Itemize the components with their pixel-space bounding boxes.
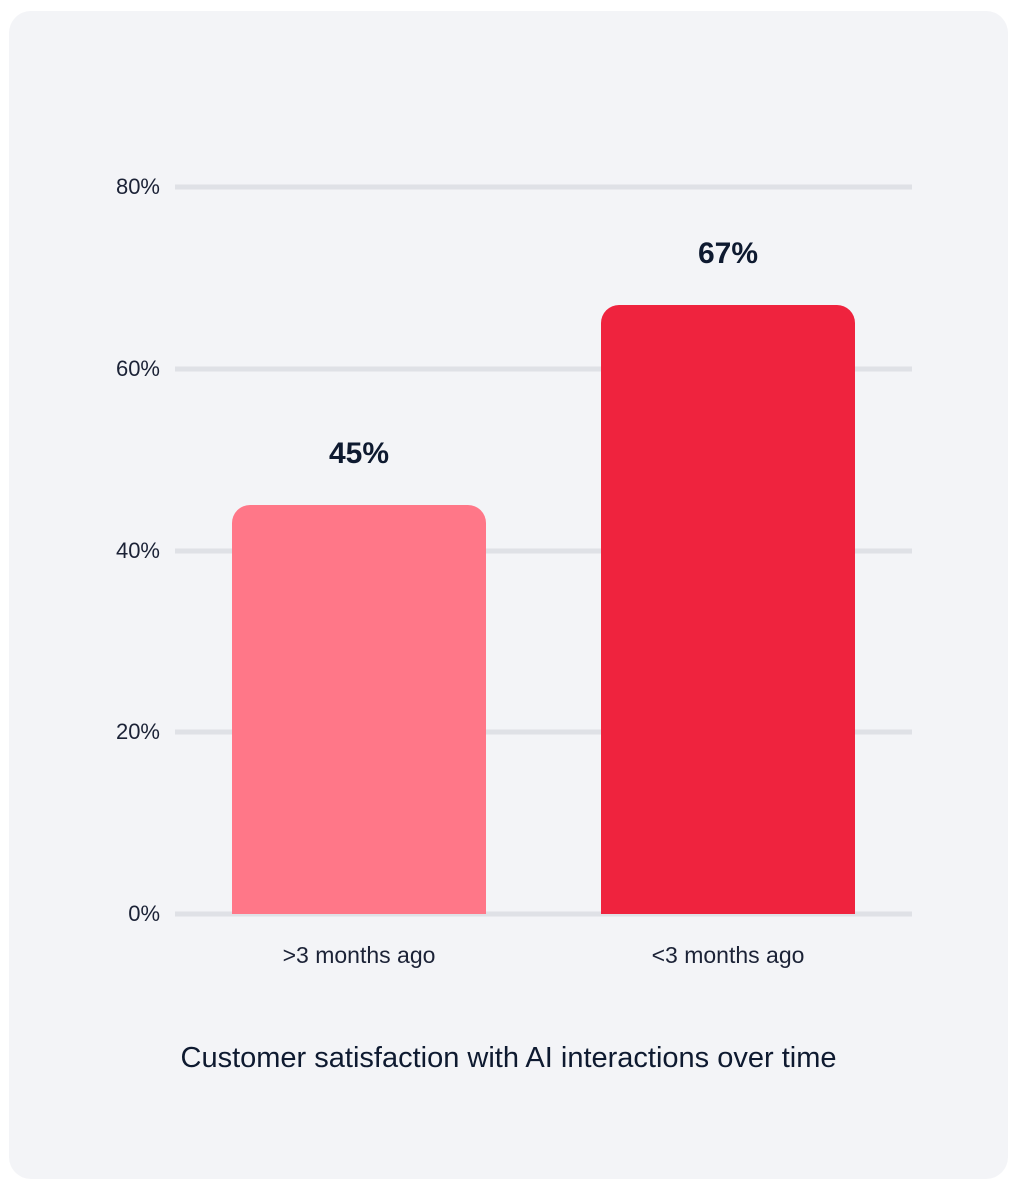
bar — [232, 505, 486, 914]
y-axis-tick-label: 0% — [128, 901, 160, 926]
gridline — [175, 366, 912, 372]
gridline — [175, 911, 912, 917]
bar-value-label: 67% — [697, 237, 759, 271]
chart-title: Customer satisfaction with AI interactio… — [180, 1042, 837, 1074]
x-axis-category-label: >3 months ago — [282, 942, 436, 968]
gridline — [175, 548, 912, 553]
y-axis-tick-label: 20% — [115, 719, 160, 745]
y-axis-tick-label: 40% — [115, 537, 160, 563]
bar-value-label: 45% — [328, 437, 390, 471]
y-axis-tick-label: 60% — [115, 355, 160, 381]
bar — [601, 305, 855, 914]
y-axis-tick-label: 80% — [115, 174, 160, 199]
gridline — [175, 184, 912, 190]
x-axis-category-label: <3 months ago — [651, 942, 805, 968]
gridline — [175, 729, 912, 735]
